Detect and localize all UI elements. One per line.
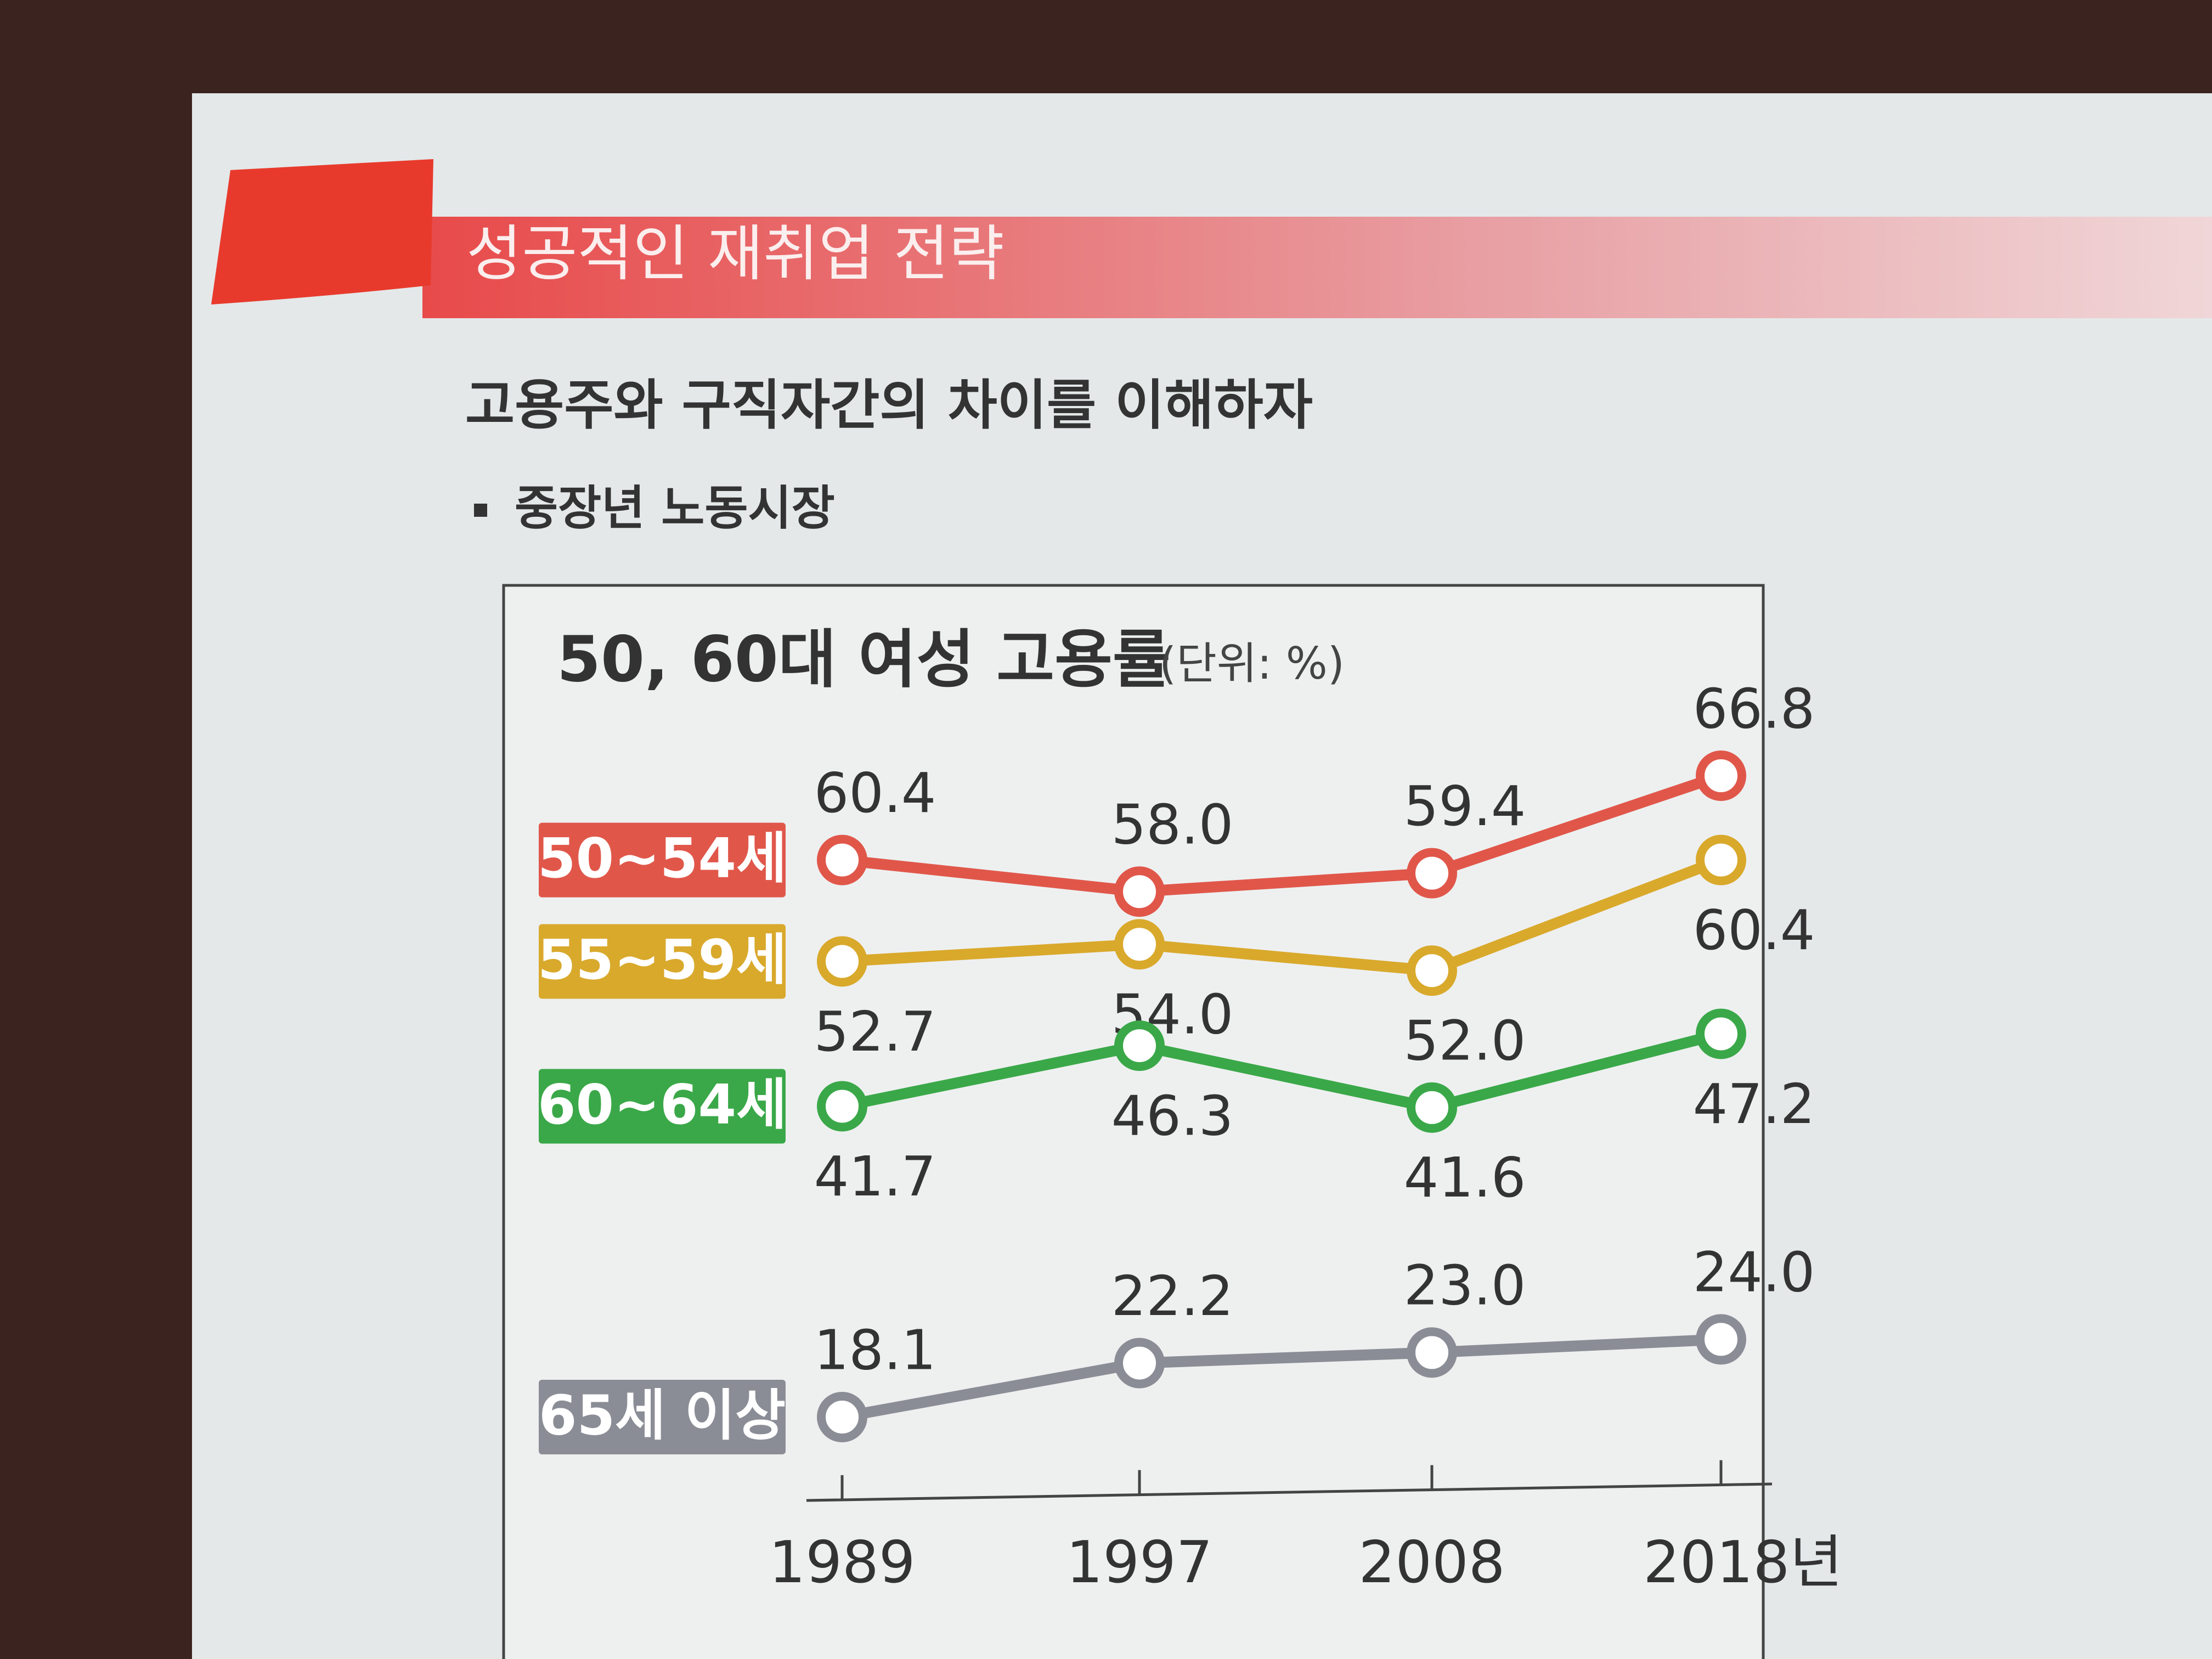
value-label: 52.7: [814, 1000, 936, 1064]
header-band: [422, 217, 2212, 318]
value-label: 52.0: [1404, 1009, 1526, 1073]
chart-unit: (단위: %): [1159, 638, 1345, 689]
header-flag: [211, 159, 433, 304]
series-line: [841, 770, 1723, 898]
legend-label: 60~64세: [538, 1073, 787, 1137]
legend-box: [539, 822, 786, 898]
value-label: 58.0: [1111, 793, 1234, 857]
subtitle: 고용주와 구직자간의 차이를 이해하자: [465, 374, 1313, 437]
series-line: [841, 1334, 1722, 1423]
value-label: 24.0: [1693, 1240, 1815, 1305]
value-label: 60.4: [1693, 898, 1815, 962]
data-point: [1696, 834, 1746, 885]
data-point: [1696, 751, 1746, 801]
chart-title: 50, 60대 여성 고용률: [557, 623, 1171, 697]
header-title: 성공적인 재취업 전략: [466, 218, 1005, 289]
legend-box: [539, 924, 786, 999]
x-tick-label: 1997: [1066, 1529, 1212, 1596]
value-label: 47.2: [1693, 1072, 1815, 1136]
data-point: [1407, 1327, 1457, 1378]
data-point: [1696, 1008, 1746, 1059]
data-point: [1114, 866, 1165, 917]
value-label: 66.8: [1693, 676, 1815, 741]
data-point: [1407, 1082, 1457, 1133]
data-point: [1407, 945, 1457, 996]
data-point: [1114, 919, 1165, 970]
plot: 1989 1997 2008 2018년 60.4 58.0 59.4 66.8 50~54세 5…: [538, 676, 1843, 1595]
bullet-text: 중장년 노동시장: [515, 481, 835, 535]
data-point: [817, 1392, 867, 1442]
data-point: [1114, 1020, 1165, 1071]
value-label: 23.0: [1404, 1254, 1526, 1318]
value-label: 22.2: [1111, 1264, 1234, 1328]
data-point: [1114, 1338, 1165, 1389]
value-label: 41.7: [814, 1144, 936, 1209]
legend-label: 65세 이상: [539, 1383, 786, 1447]
x-tick-label: 2018년: [1643, 1529, 1843, 1596]
value-label: 41.6: [1404, 1146, 1526, 1210]
series-line: [841, 1028, 1723, 1113]
data-point: [1407, 848, 1457, 899]
data-point: [1696, 1314, 1746, 1365]
data-point: [817, 936, 867, 987]
data-point: [817, 1081, 867, 1132]
bullet-icon: [474, 504, 487, 517]
data-point: [817, 834, 867, 885]
x-axis: [806, 1482, 1773, 1502]
legend-label: 55~59세: [538, 928, 787, 992]
value-label: 59.4: [1404, 774, 1526, 838]
value-label: 46.3: [1111, 1084, 1234, 1148]
x-tick-label: 2008: [1358, 1529, 1505, 1596]
legend-box: [539, 1380, 786, 1454]
value-label: 18.1: [814, 1318, 936, 1382]
legend-box: [539, 1069, 786, 1144]
legend-label: 50~54세: [538, 826, 787, 890]
series-line: [842, 855, 1723, 977]
x-tick-label: 1989: [769, 1529, 915, 1596]
value-label: 60.4: [814, 761, 936, 825]
